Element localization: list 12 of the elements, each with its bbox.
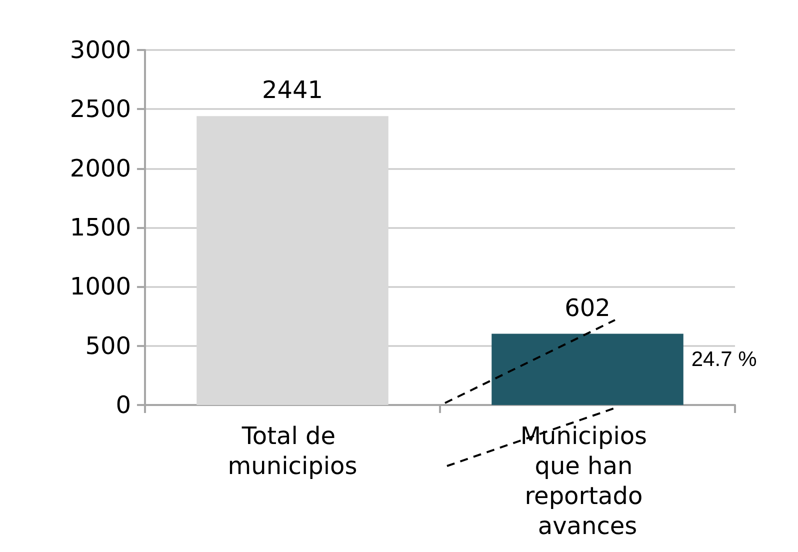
data-label: 2441 xyxy=(262,76,324,104)
x-tick-label: Total de municipios xyxy=(228,422,358,480)
y-tick-label: 500 xyxy=(85,332,131,360)
annotation: 24.7 % xyxy=(691,348,757,371)
x-tick-label: Municipios que han reportado avances xyxy=(520,422,655,540)
y-tick-label: 1000 xyxy=(70,272,131,301)
y-tick-label: 2000 xyxy=(70,154,131,182)
y-tick-label: 2500 xyxy=(70,95,131,124)
y-tick-label: 0 xyxy=(116,391,131,419)
y-tick-label: 1500 xyxy=(70,214,131,242)
data-label: 602 xyxy=(564,294,610,322)
y-tick-label: 3000 xyxy=(70,36,131,64)
